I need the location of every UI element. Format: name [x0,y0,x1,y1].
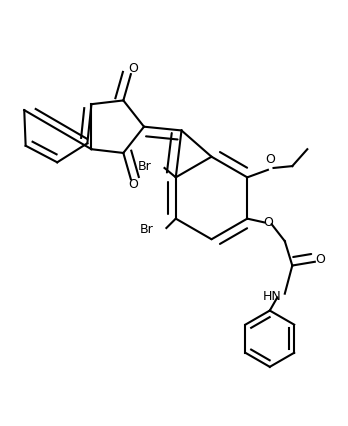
Text: O: O [316,253,325,266]
Text: O: O [128,62,138,75]
Text: Br: Br [140,223,153,236]
Text: O: O [264,216,274,229]
Text: HN: HN [262,290,281,303]
Text: O: O [265,153,275,166]
Text: Br: Br [138,160,151,173]
Text: O: O [128,178,138,191]
